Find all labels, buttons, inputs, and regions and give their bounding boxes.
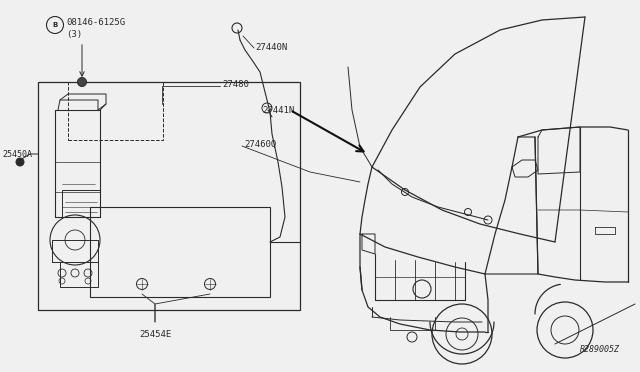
Text: 25450A: 25450A [2, 150, 32, 158]
Text: 08146-6125G: 08146-6125G [66, 17, 125, 26]
Text: B: B [52, 22, 58, 28]
Circle shape [16, 158, 24, 166]
Text: 25454E: 25454E [139, 330, 171, 339]
Bar [68, 82, 163, 140]
Circle shape [77, 77, 86, 87]
Text: 27440N: 27440N [255, 42, 287, 51]
Text: (3): (3) [66, 29, 82, 38]
Text: 27460Q: 27460Q [244, 140, 276, 148]
Text: 27480: 27480 [222, 80, 249, 89]
Text: R289005Z: R289005Z [580, 345, 620, 354]
Text: 27441N: 27441N [262, 106, 294, 115]
Bar [90, 207, 270, 297]
Bar [38, 82, 300, 310]
